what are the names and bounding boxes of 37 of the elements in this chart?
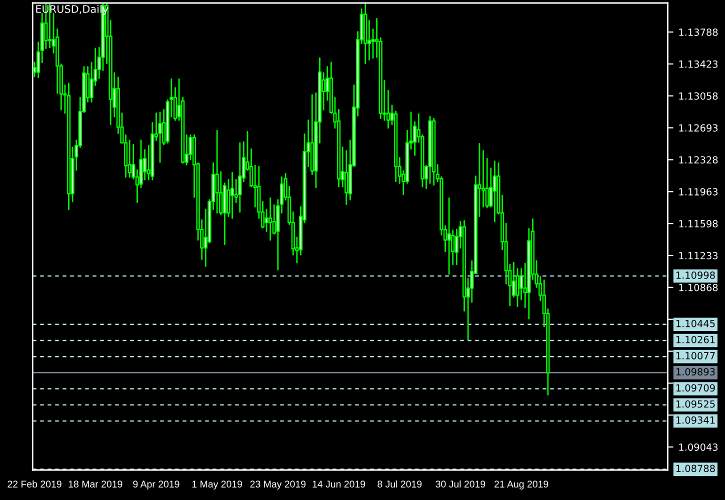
- ref-line-label: 1.09893: [676, 368, 715, 376]
- ref-line-label: 1.10445: [676, 320, 715, 328]
- y-tick-label: 1.11598: [679, 220, 718, 228]
- y-tick-label: 1.10868: [679, 284, 718, 292]
- x-tick-label: 21 Aug 2019: [494, 480, 548, 490]
- y-tick-label: 1.11233: [679, 252, 718, 260]
- candlestick: [492, 160, 496, 222]
- ref-line-label: 1.10261: [676, 336, 715, 344]
- candlestick: [447, 197, 451, 275]
- y-tick-label: 1.13058: [679, 92, 718, 100]
- y-tick-label: 1.13423: [679, 60, 718, 68]
- candlestick: [215, 130, 219, 214]
- y-tick-label: 1.12693: [679, 124, 718, 132]
- candlestick: [158, 112, 162, 163]
- candlestick: [264, 208, 268, 232]
- x-tick-label: 18 Mar 2019: [68, 480, 122, 488]
- x-tick-label: 9 Apr 2019: [133, 480, 180, 490]
- candlestick: [238, 142, 242, 213]
- x-tick-label: 30 Jul 2019: [436, 480, 486, 488]
- ref-line-label: 1.10998: [676, 271, 715, 279]
- x-tick-label: 23 May 2019: [250, 480, 306, 490]
- ref-line-label: 1.08788: [676, 464, 715, 472]
- candlestick: [268, 197, 272, 241]
- y-tick-label: 1.13788: [679, 28, 718, 36]
- x-tick-label: 14 Jun 2019: [312, 480, 366, 488]
- ref-line-label: 1.09709: [676, 384, 715, 392]
- ref-line-label: 1.09525: [676, 400, 715, 408]
- ref-line-label: 1.10077: [676, 352, 715, 360]
- x-tick-label: 1 May 2019: [192, 480, 242, 490]
- y-tick-label: 1.11963: [679, 188, 718, 196]
- candlestick: [230, 172, 234, 219]
- candlestick: [344, 150, 348, 205]
- y-tick-label: 1.12328: [679, 156, 718, 164]
- ref-line-label: 1.09341: [676, 416, 715, 424]
- y-tick-label: 1.09043: [679, 443, 718, 451]
- x-tick-label: 22 Feb 2019: [8, 480, 62, 488]
- x-tick-label: 8 Jul 2019: [378, 480, 422, 488]
